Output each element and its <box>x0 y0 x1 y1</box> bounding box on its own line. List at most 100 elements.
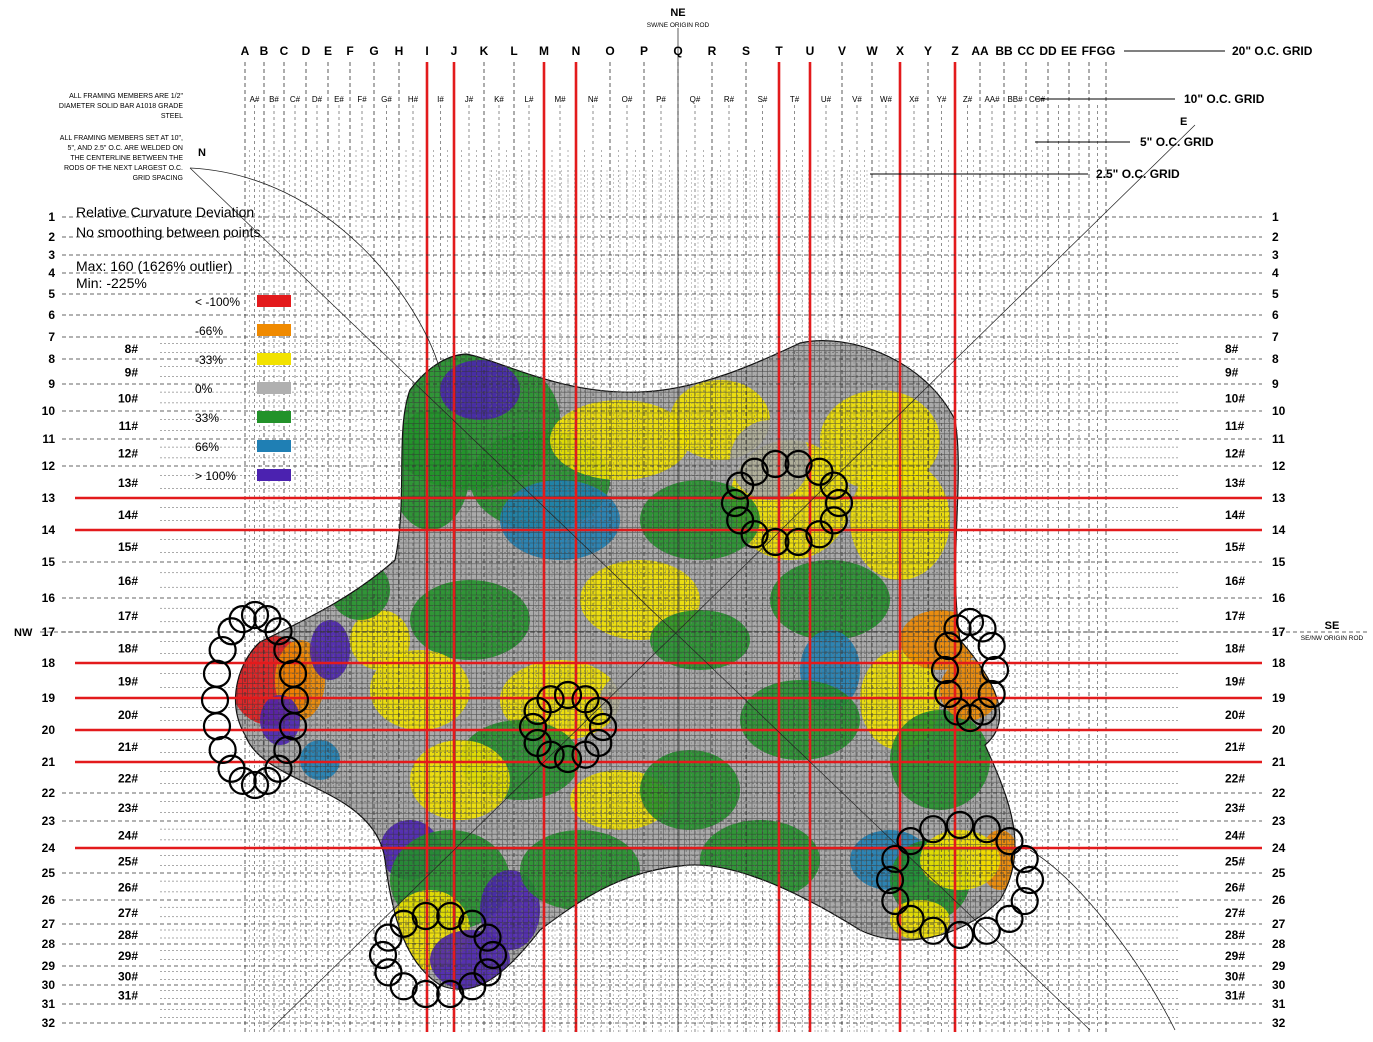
cloud-lobe <box>436 979 465 1009</box>
grid-labels: A B C D E F G H I J K L M N O P Q R S T U V W X Y Z AA BB CC DD EE FF GG… <box>14 7 1364 1030</box>
revision-cloud <box>875 810 1045 950</box>
half-row-label-left: 12# <box>118 447 138 461</box>
cloud-lobe <box>980 655 1010 685</box>
half-row-label-left: 22# <box>118 772 138 786</box>
half-row-label-left: 21# <box>118 740 138 754</box>
row-label-right: 10 <box>1272 404 1286 418</box>
half-row-label-left: 14# <box>118 508 138 522</box>
half-row-label-left: 16# <box>118 574 138 588</box>
note-line: THE CENTERLINE BETWEEN THE <box>70 155 183 162</box>
half-row-label-left: 15# <box>118 540 138 554</box>
row-label-right: 2 <box>1272 230 1279 244</box>
half-column-label: F# <box>357 95 367 104</box>
half-row-label-right: 8# <box>1225 342 1239 356</box>
note-line: 5", AND 2.5" O.C. ARE WELDED ON <box>68 145 183 152</box>
cloud-lobe <box>411 901 440 931</box>
half-row-label-right: 25# <box>1225 855 1245 869</box>
revision-cloud <box>720 449 854 557</box>
column-label: FF <box>1082 44 1097 58</box>
half-column-label: Y# <box>937 95 947 104</box>
row-label-left: 13 <box>42 491 56 505</box>
row-label-left: 8 <box>48 352 55 366</box>
row-label-left: 5 <box>48 287 55 301</box>
se-label: SE <box>1325 620 1340 632</box>
row-label-left: 14 <box>42 523 56 537</box>
cloud-lobe <box>553 744 583 774</box>
cloud-lobe <box>784 527 813 557</box>
deviation-region <box>640 750 740 830</box>
row-label-right: 3 <box>1272 248 1279 262</box>
half-row-label-left: 18# <box>118 642 138 656</box>
column-label: F <box>346 44 353 58</box>
column-label: C <box>280 44 289 58</box>
half-row-label-right: 12# <box>1225 447 1245 461</box>
grid-20-label: 20" O.C. GRID <box>1232 44 1313 58</box>
revision-cloud <box>930 607 1010 733</box>
half-column-label: R# <box>724 95 735 104</box>
row-label-left: 19 <box>42 691 56 705</box>
row-label-right: 29 <box>1272 959 1286 973</box>
half-row-label-right: 22# <box>1225 772 1245 786</box>
row-label-left: 30 <box>42 978 56 992</box>
column-label: I <box>425 44 428 58</box>
row-label-left: 17 <box>42 625 56 639</box>
half-row-label-right: 27# <box>1225 906 1245 920</box>
half-column-label: H# <box>408 95 419 104</box>
row-label-right: 16 <box>1272 591 1286 605</box>
cloud-lobe <box>955 607 985 637</box>
column-label: J <box>451 44 458 58</box>
half-row-label-right: 13# <box>1225 476 1245 490</box>
row-label-left: 15 <box>42 555 56 569</box>
half-row-label-left: 9# <box>125 366 139 380</box>
note-line: ALL FRAMING MEMBERS SET AT 10", <box>60 135 183 142</box>
cloud-lobe <box>1015 865 1045 895</box>
rod-grid <box>40 28 1370 1032</box>
row-label-right: 24 <box>1272 841 1286 855</box>
e-label: E <box>1180 116 1187 128</box>
cloud-lobe <box>202 712 232 741</box>
half-column-label: AA# <box>984 95 1000 104</box>
legend-item-label: < -100% <box>195 295 240 309</box>
half-row-label-left: 25# <box>118 855 138 869</box>
row-label-right: 23 <box>1272 814 1286 828</box>
row-label-right: 28 <box>1272 937 1286 951</box>
legend-min: Min: -225% <box>76 275 147 291</box>
column-label: K <box>480 44 489 58</box>
legend-swatch <box>257 324 291 336</box>
row-label-left: 1 <box>48 210 55 224</box>
cloud-lobe <box>240 600 270 630</box>
ne-sub-label: SW/NE ORIGIN ROD <box>647 22 710 29</box>
note-line: ALL FRAMING MEMBERS ARE 1/2" <box>69 93 183 100</box>
row-label-left: 7 <box>48 330 55 344</box>
column-label: E <box>324 44 332 58</box>
cloud-lobe <box>881 844 910 874</box>
cloud-lobe <box>518 712 548 742</box>
half-row-label-right: 10# <box>1225 392 1245 406</box>
half-row-label-left: 10# <box>118 392 138 406</box>
row-label-left: 6 <box>48 308 55 322</box>
row-label-left: 25 <box>42 866 56 880</box>
half-row-label-right: 15# <box>1225 540 1245 554</box>
half-column-label: I# <box>437 95 444 104</box>
half-row-label-right: 24# <box>1225 829 1245 843</box>
legend-item-label: 66% <box>195 440 219 454</box>
column-label: H <box>395 44 404 58</box>
row-label-right: 31 <box>1272 997 1286 1011</box>
cloud-lobe <box>253 766 282 795</box>
cloud-lobe <box>523 728 552 758</box>
half-row-label-right: 26# <box>1225 881 1245 895</box>
cloud-lobe <box>919 815 948 844</box>
column-label: P <box>640 44 648 58</box>
cloud-lobe <box>720 488 750 518</box>
cloud-lobe <box>473 958 502 987</box>
row-label-left: 22 <box>42 786 56 800</box>
half-row-label-left: 28# <box>118 928 138 942</box>
half-row-label-left: 19# <box>118 675 138 689</box>
row-label-right: 5 <box>1272 287 1279 301</box>
grid-2-5-label: 2.5" O.C. GRID <box>1096 167 1180 181</box>
cloud-lobe <box>584 696 613 726</box>
half-row-label-right: 28# <box>1225 928 1245 942</box>
surface-shape <box>235 340 1016 990</box>
